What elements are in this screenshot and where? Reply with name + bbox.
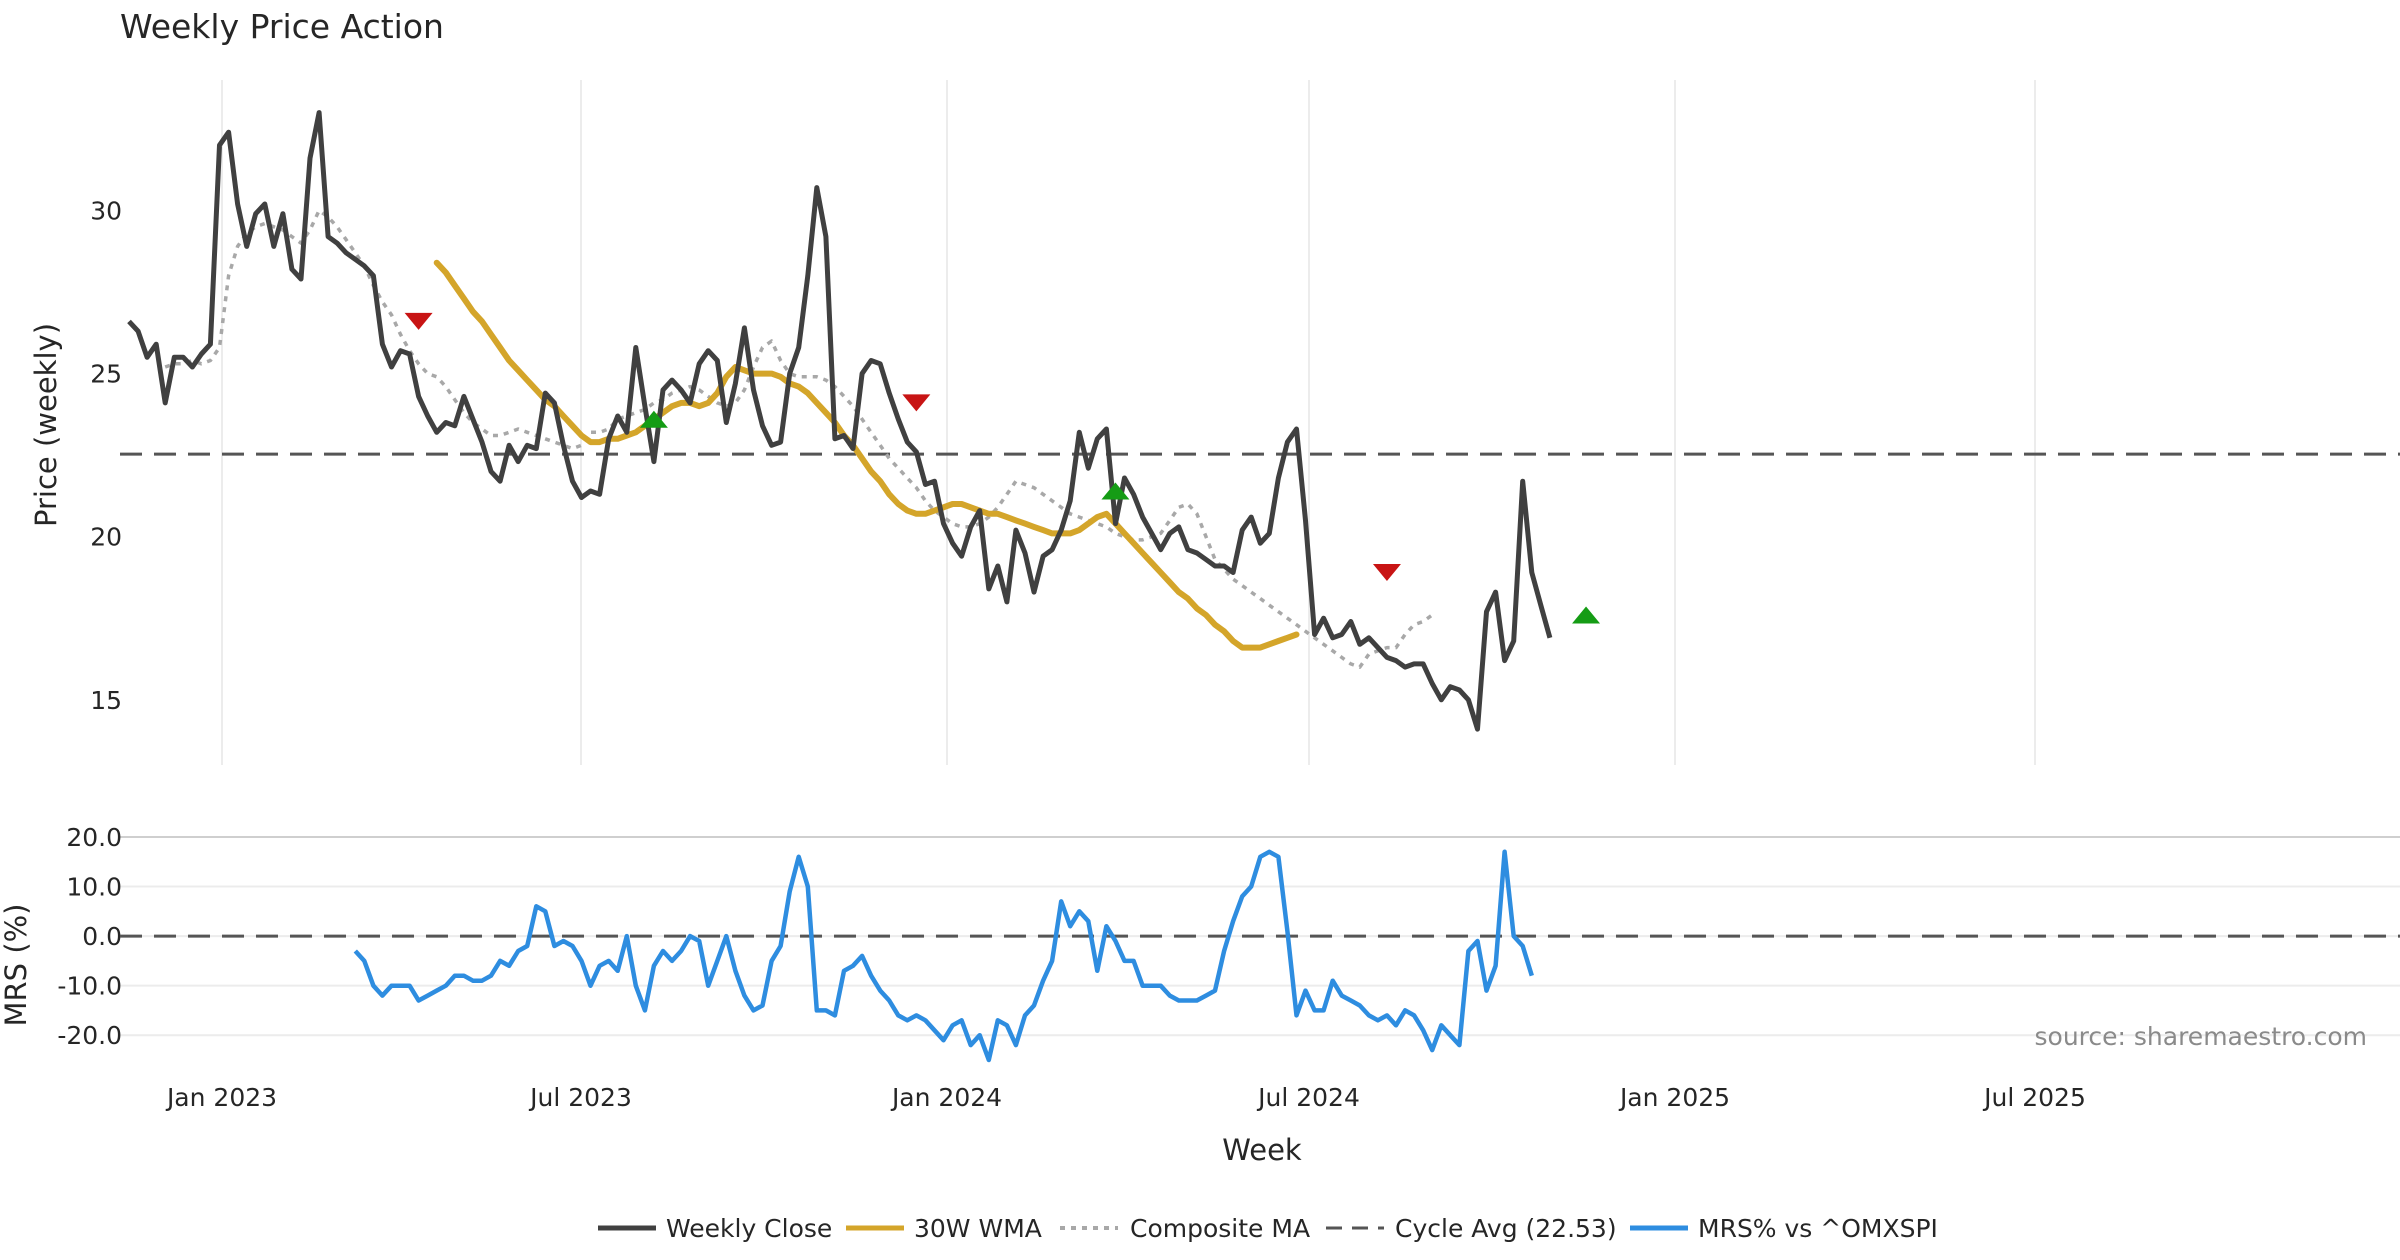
svg-text:Composite MA: Composite MA	[1130, 1214, 1310, 1243]
mrs-y-tick-label: 20.0	[66, 823, 122, 852]
x-tick-label: Jan 2024	[890, 1083, 1002, 1112]
mrs-y-tick-label: -10.0	[57, 972, 122, 1001]
mrs-y-axis-label: MRS (%)	[0, 904, 33, 1027]
buy-signal-marker	[1101, 482, 1130, 500]
mrs-line	[353, 849, 1534, 1063]
grid-layer	[120, 80, 2400, 1037]
x-ticks: Jan 2023 Jul 2023 Jan 2024 Jul 2024 Jan 2025…	[165, 1083, 2086, 1112]
x-tick-label: Jul 2023	[528, 1083, 632, 1112]
price-y-tick-label: 30	[90, 196, 122, 225]
legend-item-composite-ma: Composite MA	[1060, 1214, 1310, 1243]
wma-30w-line	[433, 259, 1300, 651]
x-axis-label: Week	[1222, 1133, 1302, 1167]
price-panel: Price (weekly) 15 20 25 30	[29, 110, 2400, 732]
svg-text:MRS% vs ^OMXSPI: MRS% vs ^OMXSPI	[1698, 1214, 1938, 1243]
price-y-ticks: 15 20 25 30	[90, 196, 122, 714]
sell-signal-marker	[404, 312, 433, 330]
legend-item-weekly-close: Weekly Close	[598, 1214, 832, 1243]
sell-signal-marker	[1372, 564, 1401, 582]
legend-item-mrs: MRS% vs ^OMXSPI	[1630, 1214, 1938, 1243]
mrs-panel: MRS (%) 20.0 10.0 0.0 -10.0 -20.0 source: sh…	[0, 823, 2400, 1063]
mrs-y-tick-label: -20.0	[57, 1021, 122, 1050]
x-tick-label: Jul 2025	[1982, 1083, 2086, 1112]
price-y-axis-label: Price (weekly)	[29, 323, 63, 527]
buy-signal-marker	[1572, 606, 1601, 624]
legend-item-wma: 30W WMA	[846, 1214, 1042, 1243]
mrs-y-tick-label: 10.0	[66, 873, 122, 902]
x-tick-label: Jan 2025	[1618, 1083, 1730, 1112]
price-y-tick-label: 20	[90, 523, 122, 552]
buy-signal-marker	[639, 410, 668, 428]
legend-item-cycle-avg: Cycle Avg (22.53)	[1326, 1214, 1617, 1243]
legend: Weekly Close 30W WMA Composite MA Cycle …	[598, 1214, 1938, 1243]
weekly-close-line	[127, 110, 1553, 732]
x-tick-label: Jan 2023	[165, 1083, 277, 1112]
sell-signal-marker	[902, 394, 931, 412]
price-y-tick-label: 15	[90, 686, 122, 715]
signal-markers	[404, 312, 1601, 624]
mrs-y-ticks: 20.0 10.0 0.0 -10.0 -20.0	[57, 823, 122, 1050]
source-note: source: sharemaestro.com	[2035, 1022, 2368, 1051]
price-y-tick-label: 25	[90, 360, 122, 389]
svg-text:Cycle Avg (22.53): Cycle Avg (22.53)	[1395, 1214, 1617, 1243]
composite-ma-line	[164, 208, 1434, 669]
svg-text:30W WMA: 30W WMA	[914, 1214, 1042, 1243]
mrs-y-tick-label: 0.0	[82, 922, 122, 951]
chart-title: Weekly Price Action	[120, 7, 444, 46]
x-tick-label: Jul 2024	[1256, 1083, 1360, 1112]
svg-text:Weekly Close: Weekly Close	[666, 1214, 832, 1243]
